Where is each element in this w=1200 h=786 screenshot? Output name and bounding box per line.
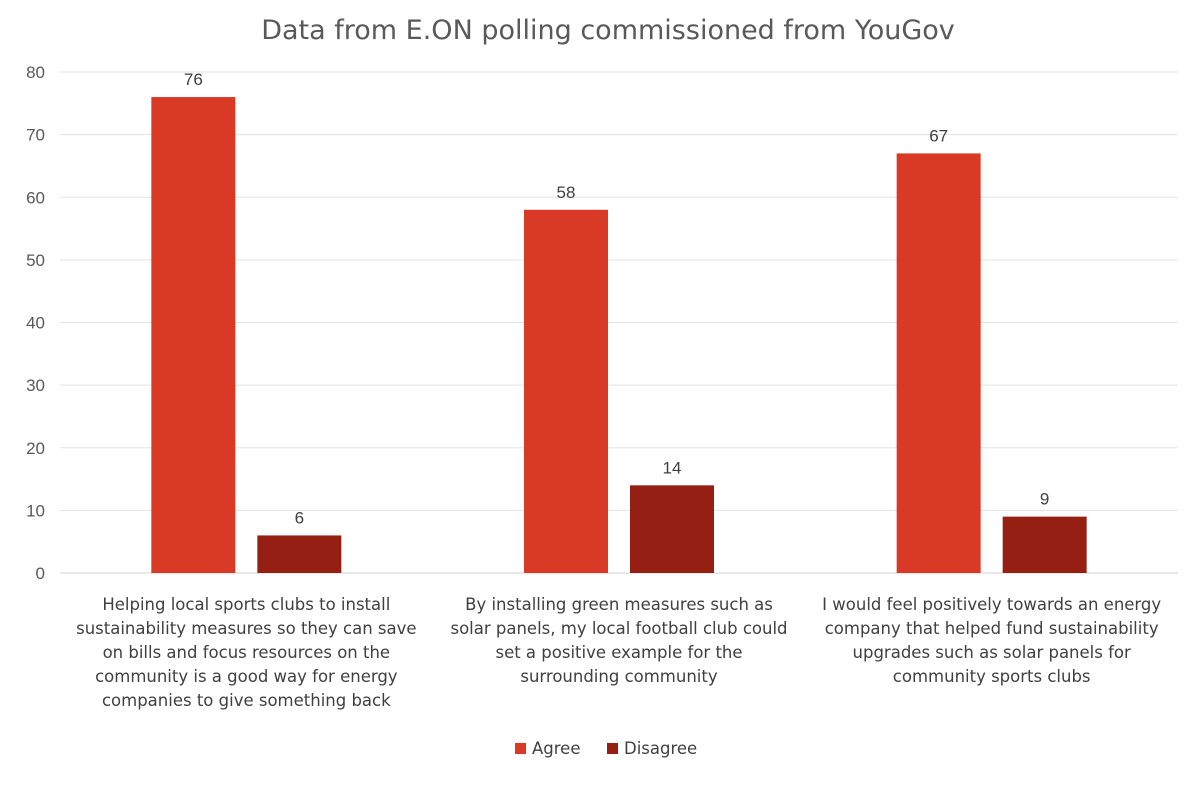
chart-title: Data from E.ON polling commissioned from… [261,15,955,46]
y-axis-ticks: 0 10 20 30 40 50 60 70 80 [26,63,45,583]
bar-disagree [257,535,342,573]
bar-agree [896,153,981,573]
category-label-line: solar panels, my local football club cou… [450,619,787,638]
category-label-line: surrounding community [520,667,717,686]
gridlines [60,71,1178,574]
bars [151,97,1087,574]
bar-agree [524,209,608,573]
data-label: 67 [929,126,948,145]
y-tick-label: 10 [26,501,45,520]
data-label: 14 [663,458,682,477]
category-label-line: upgrades such as solar panels for [853,643,1131,662]
category-label-line: companies to give something back [102,691,391,710]
data-label: 76 [184,70,203,89]
category-label: I would feel positively towards an energ… [822,595,1161,686]
data-label: 6 [295,508,304,527]
y-tick-label: 40 [26,314,45,333]
category-label: Helping local sports clubs to install sus… [76,595,416,710]
y-tick-label: 0 [36,564,45,583]
category-label-line: community is a good way for energy [95,667,398,686]
bar-disagree [1002,516,1087,573]
category-label: By installing green measures such as sola… [450,595,787,686]
y-tick-label: 30 [26,376,45,395]
legend-swatch-agree [515,743,526,754]
category-label-line: I would feel positively towards an energ… [822,595,1161,614]
category-label-line: Helping local sports clubs to install [102,595,390,614]
category-label-line: set a positive example for the [495,643,742,662]
bar-agree [151,97,236,574]
y-tick-label: 50 [26,251,45,270]
legend: Agree Disagree [515,739,697,758]
y-tick-label: 80 [26,63,45,82]
bar-disagree [630,485,714,573]
legend-label: Agree [532,739,581,758]
category-label-line: on bills and focus resources on the [103,643,391,662]
category-label-line: sustainability measures so they can save [76,619,416,638]
y-tick-label: 60 [26,188,45,207]
data-label: 9 [1040,490,1049,509]
y-tick-label: 70 [26,126,45,145]
category-label-line: community sports clubs [893,667,1091,686]
data-labels: 76 6 58 14 67 9 [184,70,1050,527]
category-label-line: company that helped fund sustainability [825,619,1159,638]
legend-swatch-disagree [607,743,618,754]
data-label: 58 [557,183,576,202]
legend-label: Disagree [624,739,697,758]
y-tick-label: 20 [26,439,45,458]
category-label-line: By installing green measures such as [465,595,773,614]
category-labels: Helping local sports clubs to install sus… [76,595,1161,710]
